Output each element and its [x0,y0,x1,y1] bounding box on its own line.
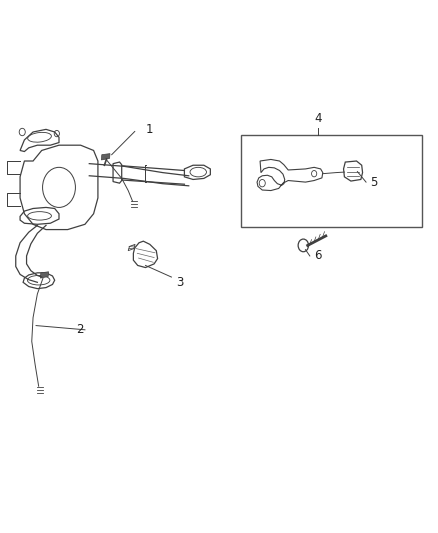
Polygon shape [40,272,49,278]
Bar [240,135,422,227]
Text: 5: 5 [371,175,378,189]
Polygon shape [101,154,110,160]
Text: 3: 3 [176,276,183,289]
Text: 2: 2 [76,324,84,336]
Text: 1: 1 [145,123,153,136]
Text: 6: 6 [314,249,321,262]
Text: 4: 4 [315,112,322,125]
